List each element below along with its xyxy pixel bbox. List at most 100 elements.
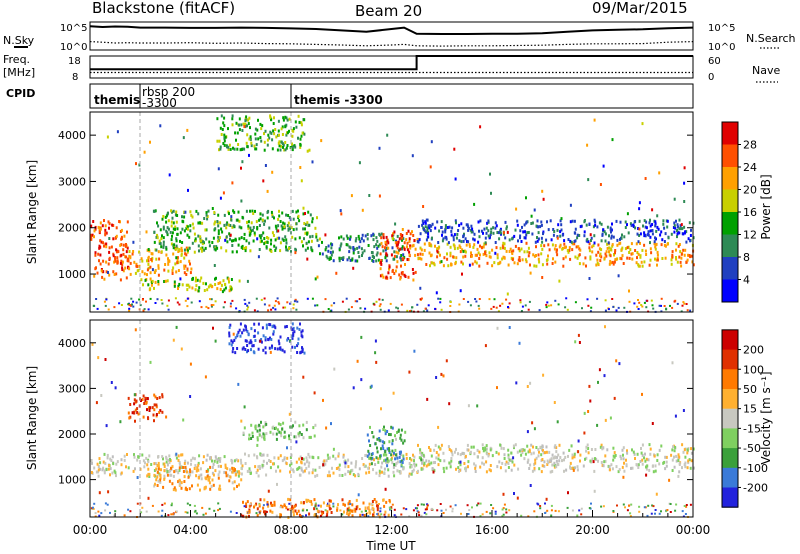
xtick-label: 16:00 — [475, 523, 510, 537]
ytick-label: 1000 — [58, 268, 86, 281]
colorbar-swatch — [722, 349, 738, 370]
freq-label: Freq. — [3, 53, 30, 66]
colorbar-tick-label: 20 — [743, 184, 757, 197]
freq-frame — [89, 55, 694, 79]
time-axis: 00:00 04:00 08:00 12:00 16:00 20:00 00:00 — [73, 510, 711, 537]
station-title: Blackstone (fitACF) — [92, 0, 235, 17]
date-title: 09/Mar/2015 — [592, 0, 688, 17]
power-ylabel: Slant Range [km] — [25, 160, 39, 264]
colorbar-swatch — [722, 234, 738, 258]
xtick-label: 00:00 — [676, 523, 711, 537]
scatter-region-2 — [417, 443, 695, 474]
cpid-segment-1: themis — [94, 93, 140, 107]
scatter-region-4 — [153, 465, 243, 492]
colorbar-frame — [721, 329, 739, 508]
colorbar-swatch — [722, 189, 738, 213]
nsky-panel: N.Sky 10^5 10^0 10^5 10^0 N.Search — [3, 21, 796, 53]
freq-series — [90, 55, 693, 71]
colorbar-swatch — [722, 144, 738, 168]
ytick-label: 1000 — [58, 474, 86, 487]
colorbar-tick-label: 8 — [743, 251, 750, 264]
colorbar-tick-label: 50 — [743, 383, 757, 396]
colorbar-tick-label: 24 — [743, 161, 757, 174]
time-axis-label: Time UT — [365, 539, 416, 553]
scatter-region-5 — [242, 420, 317, 442]
cpid-segment-3: themis -3300 — [294, 93, 383, 107]
velocity-panel: 1000 2000 3000 4000 Slant Range [km] 200 100… — [25, 319, 773, 519]
scatter-region-1 — [90, 452, 419, 478]
near-range-scatter — [90, 502, 692, 518]
colorbar-swatch — [722, 369, 738, 390]
scatter-region-1 — [90, 219, 130, 282]
xtick-label: 04:00 — [173, 523, 208, 537]
colorbar-tick-label: -100 — [743, 462, 768, 475]
nave-tick-top: 60 — [708, 56, 721, 67]
xtick-label: 08:00 — [274, 523, 309, 537]
colorbar-tick-label: 28 — [743, 139, 757, 152]
power-heatmap — [90, 114, 695, 313]
colorbar-tick-label: -50 — [743, 442, 761, 455]
power-colorbar-label: Power [dB] — [759, 174, 773, 239]
colorbar-tick-label: 4 — [743, 274, 750, 287]
colorbar-tick-label: 200 — [743, 344, 764, 357]
cpid-label: CPID — [6, 87, 35, 100]
velocity-ylabel: Slant Range [km] — [25, 366, 39, 470]
velocity-heatmap — [90, 322, 695, 519]
colorbar-swatch — [722, 279, 738, 303]
nsearch-series — [89, 41, 694, 47]
cpid-segment-2-sub: -3300 — [142, 96, 177, 110]
scatter-region-5 — [216, 114, 306, 152]
velocity-colorbar-label: Velocity [m s⁻¹] — [759, 371, 773, 464]
near-range-scatter — [92, 297, 692, 313]
colorbar-tick-label: 16 — [743, 206, 757, 219]
colorbar-tick-label: -200 — [743, 481, 768, 494]
sparse-scatter — [91, 325, 685, 501]
ytick-label: 3000 — [58, 175, 86, 188]
power-frame — [89, 111, 694, 313]
nsearch-label: N.Search — [746, 32, 796, 45]
scatter-region-3 — [127, 393, 168, 423]
scatter-region-4 — [140, 276, 241, 294]
nave-tick-bottom: 0 — [708, 72, 714, 83]
cpid-segment-2: rbsp 200 — [142, 85, 195, 99]
colorbar-swatch — [722, 448, 738, 469]
colorbar-swatch — [722, 257, 738, 280]
nsky-series — [89, 25, 694, 35]
colorbar-tick-label: 100 — [743, 363, 764, 376]
scatter-region-7 — [379, 228, 419, 282]
scatter-region-2 — [128, 246, 193, 277]
cpid-panel: CPID themis rbsp 200 -3300 themis -3300 — [6, 83, 694, 110]
colorbar-swatch — [722, 122, 738, 145]
xtick-label: 20:00 — [575, 523, 610, 537]
beam-title: Beam 20 — [355, 2, 422, 20]
colorbar-swatch — [722, 329, 738, 351]
ytick-label: 2000 — [58, 222, 86, 235]
power-bg — [90, 112, 693, 312]
freq-panel: Freq. [MHz] 18 8 60 0 Nave — [3, 53, 780, 83]
freq-tick-top: 18 — [68, 56, 81, 67]
scatter-region-6 — [228, 322, 306, 355]
sparse-scatter — [106, 118, 686, 296]
ytick-label: 4000 — [58, 129, 86, 142]
scatter-region-9 — [416, 218, 695, 245]
xtick-label: 12:00 — [374, 523, 409, 537]
colorbar-swatch — [722, 167, 738, 190]
colorbar-tick-label: 15 — [743, 403, 757, 416]
ytick-label: 2000 — [58, 428, 86, 441]
colorbar-swatch — [722, 212, 738, 235]
colorbar-swatch — [722, 408, 738, 429]
scatter-region-8 — [416, 241, 695, 268]
colorbar-swatch — [722, 467, 738, 488]
cpid-frame — [89, 83, 694, 109]
colorbar-swatch — [722, 487, 738, 508]
freq-tick-bottom: 8 — [72, 72, 78, 83]
nsearch-tick-bottom: 10^0 — [708, 42, 735, 53]
nsky-label: N.Sky — [3, 34, 35, 47]
power-panel: 1000 2000 3000 4000 Slant Range [km] 28 24 20… — [25, 111, 773, 313]
nsearch-tick-top: 10^5 — [708, 23, 735, 34]
nsky-tick-bottom: 10^0 — [60, 42, 87, 53]
power-colorbar: 28 24 20 16 12 8 4 — [721, 121, 757, 303]
xtick-label: 00:00 — [73, 523, 108, 537]
power-y-axis: 1000 2000 3000 4000 — [58, 129, 693, 281]
